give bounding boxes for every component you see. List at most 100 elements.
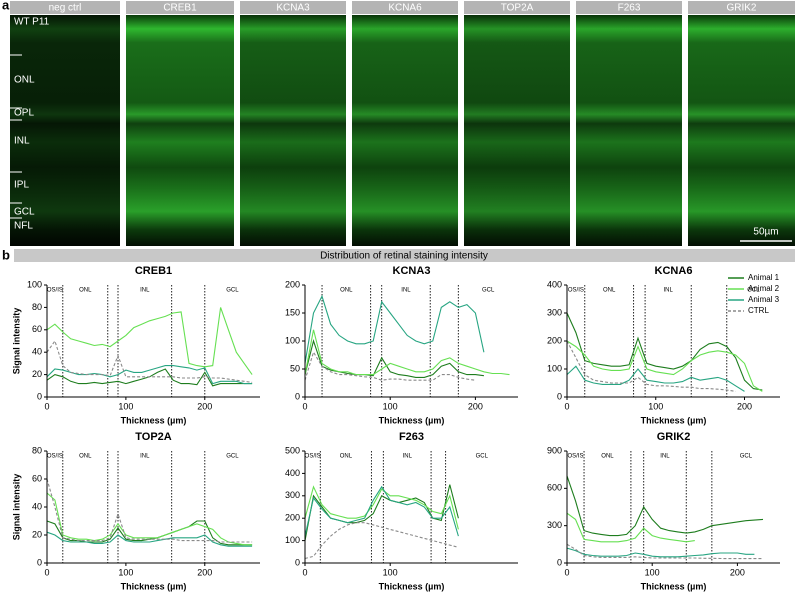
y-tick-label: 100 bbox=[285, 335, 300, 345]
x-axis-label: Thickness (µm) bbox=[641, 415, 707, 425]
x-tick-label: 100 bbox=[118, 401, 133, 411]
region-label: ONL bbox=[603, 288, 616, 294]
series-line bbox=[304, 350, 476, 381]
micrograph-stain bbox=[464, 15, 570, 246]
x-tick-label: 200 bbox=[468, 401, 483, 411]
micrograph-stain bbox=[10, 15, 120, 246]
layer-label: WT P11 bbox=[14, 17, 50, 28]
region-label: ONL bbox=[79, 288, 92, 294]
x-tick-label: 100 bbox=[648, 401, 663, 411]
y-tick-label: 40 bbox=[32, 501, 42, 511]
series-line bbox=[46, 368, 253, 387]
series-line bbox=[566, 340, 736, 392]
x-tick-label: 200 bbox=[737, 401, 752, 411]
y-axis-label: Signal intensity bbox=[11, 308, 21, 375]
chart-title: F263 bbox=[399, 431, 424, 443]
x-axis-label: Thickness (µm) bbox=[641, 581, 707, 591]
y-tick-label: 100 bbox=[285, 535, 300, 545]
column-header bbox=[688, 1, 795, 14]
x-tick-label: 0 bbox=[44, 401, 49, 411]
series-line bbox=[566, 365, 745, 392]
column-label: F263 bbox=[618, 3, 641, 14]
region-label: INL bbox=[660, 454, 670, 460]
y-tick-label: 200 bbox=[285, 513, 300, 523]
panel-header: Distribution of retinal staining intensi… bbox=[320, 251, 488, 262]
scale-bar-label: 50µm bbox=[753, 227, 778, 238]
x-tick-label: 0 bbox=[302, 567, 307, 577]
series-line bbox=[566, 312, 763, 391]
y-axis-label: Signal intensity bbox=[11, 474, 21, 541]
region-label: OS/IS bbox=[305, 454, 321, 460]
series-line bbox=[46, 520, 253, 546]
layer-label: GCL bbox=[14, 207, 35, 218]
series-line bbox=[46, 531, 253, 547]
x-tick-label: 200 bbox=[730, 567, 745, 577]
x-tick-label: 200 bbox=[197, 567, 212, 577]
region-label: GCL bbox=[482, 288, 495, 294]
y-tick-label: 0 bbox=[557, 557, 562, 567]
x-tick-label: 0 bbox=[44, 567, 49, 577]
region-label: ONL bbox=[79, 454, 92, 460]
x-axis-label: Thickness (µm) bbox=[379, 415, 445, 425]
series-line bbox=[566, 475, 764, 537]
column-header bbox=[464, 1, 570, 14]
y-tick-label: 400 bbox=[547, 279, 562, 289]
series-line bbox=[46, 339, 253, 383]
column-header bbox=[352, 1, 458, 14]
series-line bbox=[566, 340, 763, 392]
series-line bbox=[46, 307, 253, 375]
column-label: TOP2A bbox=[501, 3, 534, 14]
column-header bbox=[576, 1, 682, 14]
x-axis-label: Thickness (µm) bbox=[379, 581, 445, 591]
series-line bbox=[566, 547, 755, 558]
x-tick-label: 0 bbox=[302, 401, 307, 411]
y-tick-label: 900 bbox=[547, 445, 562, 455]
column-label: KCNA6 bbox=[388, 3, 422, 14]
header-bar bbox=[14, 249, 795, 262]
y-tick-label: 50 bbox=[290, 363, 300, 373]
y-tick-label: 400 bbox=[285, 468, 300, 478]
micrograph-stain bbox=[576, 15, 682, 246]
x-tick-label: 200 bbox=[197, 401, 212, 411]
chart-title: GRIK2 bbox=[657, 431, 691, 443]
x-axis-label: Thickness (µm) bbox=[121, 581, 187, 591]
layer-label: INL bbox=[14, 136, 30, 147]
region-label: OS/IS bbox=[47, 288, 63, 294]
y-tick-label: 0 bbox=[37, 391, 42, 401]
region-label: INL bbox=[664, 288, 674, 294]
y-tick-label: 600 bbox=[547, 483, 562, 493]
y-tick-label: 60 bbox=[32, 324, 42, 334]
series-line bbox=[304, 485, 459, 537]
y-tick-label: 80 bbox=[32, 445, 42, 455]
y-tick-label: 200 bbox=[285, 279, 300, 289]
x-tick-label: 100 bbox=[383, 401, 398, 411]
x-tick-label: 100 bbox=[118, 567, 133, 577]
layer-label: OPL bbox=[14, 108, 34, 119]
column-header bbox=[240, 1, 346, 14]
micrograph-stain bbox=[240, 15, 346, 246]
y-tick-label: 0 bbox=[557, 391, 562, 401]
series-line bbox=[304, 329, 510, 376]
y-tick-label: 500 bbox=[285, 445, 300, 455]
chart-title: KCNA3 bbox=[393, 265, 431, 277]
legend-label: Animal 1 bbox=[748, 273, 780, 282]
panel-label: a bbox=[2, 0, 10, 12]
series-line bbox=[46, 365, 253, 385]
column-label: KCNA3 bbox=[276, 3, 310, 14]
legend-label: CTRL bbox=[748, 306, 769, 315]
x-tick-label: 100 bbox=[383, 567, 398, 577]
series-line bbox=[304, 522, 459, 560]
y-tick-label: 100 bbox=[27, 279, 42, 289]
column-label: CREB1 bbox=[163, 3, 197, 14]
series-line bbox=[566, 543, 763, 560]
column-label: GRIK2 bbox=[726, 3, 756, 14]
y-tick-label: 20 bbox=[32, 529, 42, 539]
micrograph-stain bbox=[352, 15, 458, 246]
y-tick-label: 200 bbox=[547, 335, 562, 345]
micrograph-stain bbox=[126, 15, 234, 246]
y-tick-label: 150 bbox=[285, 307, 300, 317]
region-label: GCL bbox=[747, 288, 760, 294]
y-tick-label: 0 bbox=[295, 391, 300, 401]
layer-label: ONL bbox=[14, 75, 35, 86]
